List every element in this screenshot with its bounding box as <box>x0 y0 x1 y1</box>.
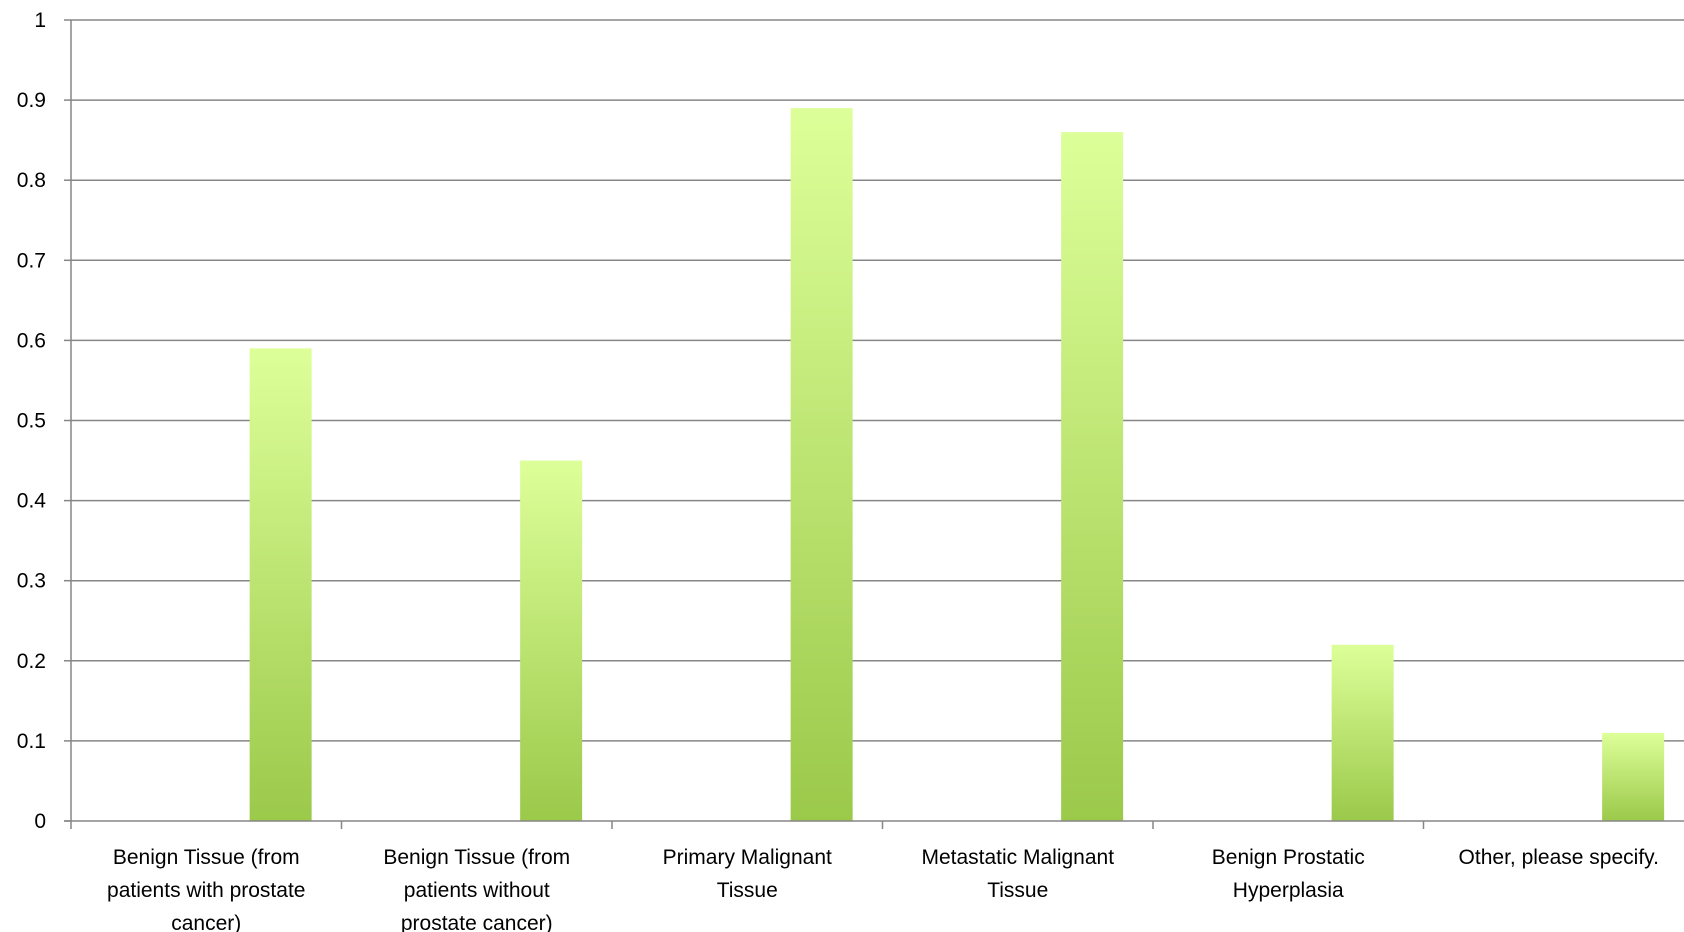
y-tick-label: 0.6 <box>17 329 46 352</box>
y-tick-label: 0 <box>34 810 46 833</box>
x-category-label-line: Tissue <box>987 879 1048 902</box>
x-category-label: Primary Malignant Tissue <box>663 846 832 902</box>
bar <box>249 348 312 821</box>
bar <box>790 108 853 822</box>
x-category-label-line: patients with prostate <box>107 879 305 902</box>
gridlines <box>71 19 1684 742</box>
x-category-label-line: cancer) <box>171 912 241 932</box>
y-tick-label: 0.3 <box>17 570 46 593</box>
y-tick-label: 0.9 <box>17 89 46 112</box>
y-tick-label: 0.8 <box>17 169 46 192</box>
y-tick-label: 0.2 <box>17 650 46 673</box>
y-tick-label: 0.5 <box>17 410 46 433</box>
y-tick-label: 0.1 <box>17 730 46 753</box>
x-category-label-line: Primary Malignant <box>663 846 832 869</box>
x-category-label-line: Other, please specify. <box>1459 846 1659 869</box>
y-tick-label: 0.7 <box>17 249 46 272</box>
x-category-label-line: prostate cancer) <box>401 912 553 932</box>
x-category-label-line: Tissue <box>717 879 778 902</box>
x-category-label: Benign Prostatic Hyperplasia <box>1212 846 1365 902</box>
y-tick-label: 0.4 <box>17 490 47 513</box>
x-category-label-line: Benign Tissue (from <box>113 846 300 869</box>
x-category-label: Other, please specify. <box>1459 846 1659 869</box>
bar <box>1331 644 1394 821</box>
y-tick-label: 1 <box>34 9 46 32</box>
labels: 0 0.1 0.2 0.3 0.4 0.5 0.6 0.7 0.8 0.9 1 Benign Tiss… <box>17 9 1659 932</box>
x-category-label-line: Benign Prostatic <box>1212 846 1365 869</box>
x-category-label-line: Hyperplasia <box>1233 879 1344 902</box>
x-category-label-line: patients without <box>404 879 550 902</box>
bars <box>249 108 1665 822</box>
x-category-label: Benign Tissue (from patients with prostat… <box>107 846 305 932</box>
bar <box>520 460 583 821</box>
x-category-label: Metastatic Malignant Tissue <box>921 846 1114 902</box>
bar <box>1061 132 1124 821</box>
x-category-label-line: Benign Tissue (from <box>383 846 570 869</box>
x-category-label-line: Metastatic Malignant <box>921 846 1114 869</box>
axes <box>64 19 1684 829</box>
bar <box>1602 732 1665 821</box>
x-category-label: Benign Tissue (from patients without prost… <box>383 846 570 932</box>
